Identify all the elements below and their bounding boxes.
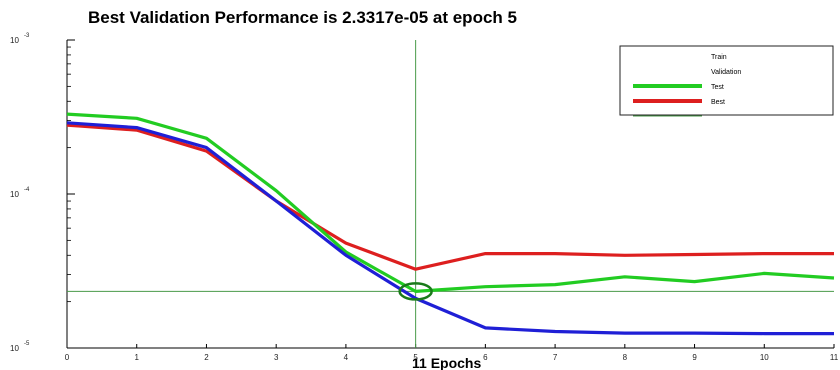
- plot-axes: 10 -3 10 -4 10 -5 0 1 2 3 4 5 6 7 8 9 10 11: [10, 33, 839, 362]
- chart-title: Best Validation Performance is 2.3317e-0…: [88, 8, 517, 27]
- y-tick-label-exponent: -3: [24, 33, 30, 39]
- x-tick-label: 0: [65, 353, 70, 362]
- x-tick-label: 8: [623, 353, 628, 362]
- x-tick-label: 7: [553, 353, 558, 362]
- y-tick-label-exponent: -5: [24, 341, 30, 347]
- x-tick-label: 4: [344, 353, 349, 362]
- legend-label-train: Train: [711, 54, 727, 61]
- y-tick-label-base: 10: [10, 190, 19, 199]
- legend-box: [619, 45, 834, 116]
- legend: Train Validation Test Best: [619, 45, 834, 117]
- x-tick-label: 9: [692, 353, 697, 362]
- x-axis-label: 11 Epochs: [412, 355, 481, 370]
- x-tick-label: 1: [135, 353, 140, 362]
- y-tick-label-base: 10: [10, 36, 19, 45]
- plot-series: [66, 40, 835, 348]
- x-tick-label: 3: [274, 353, 279, 362]
- x-tick-label: 5: [413, 353, 418, 362]
- x-tick-label: 2: [204, 353, 209, 362]
- x-tick-label: 10: [760, 353, 769, 362]
- series-line-test: [66, 123, 834, 271]
- x-tick-label: 6: [483, 353, 488, 362]
- best-point-marker: [398, 282, 433, 301]
- y-tick-label-exponent: -4: [24, 187, 30, 193]
- x-tick-label: 11: [830, 353, 839, 362]
- legend-label-best: Best: [711, 99, 725, 106]
- legend-label-validation: Validation: [711, 69, 741, 76]
- legend-label-test: Test: [711, 84, 724, 91]
- series-line-validation: [66, 112, 835, 293]
- y-tick-label-base: 10: [10, 344, 19, 353]
- series-line-train: [66, 121, 834, 336]
